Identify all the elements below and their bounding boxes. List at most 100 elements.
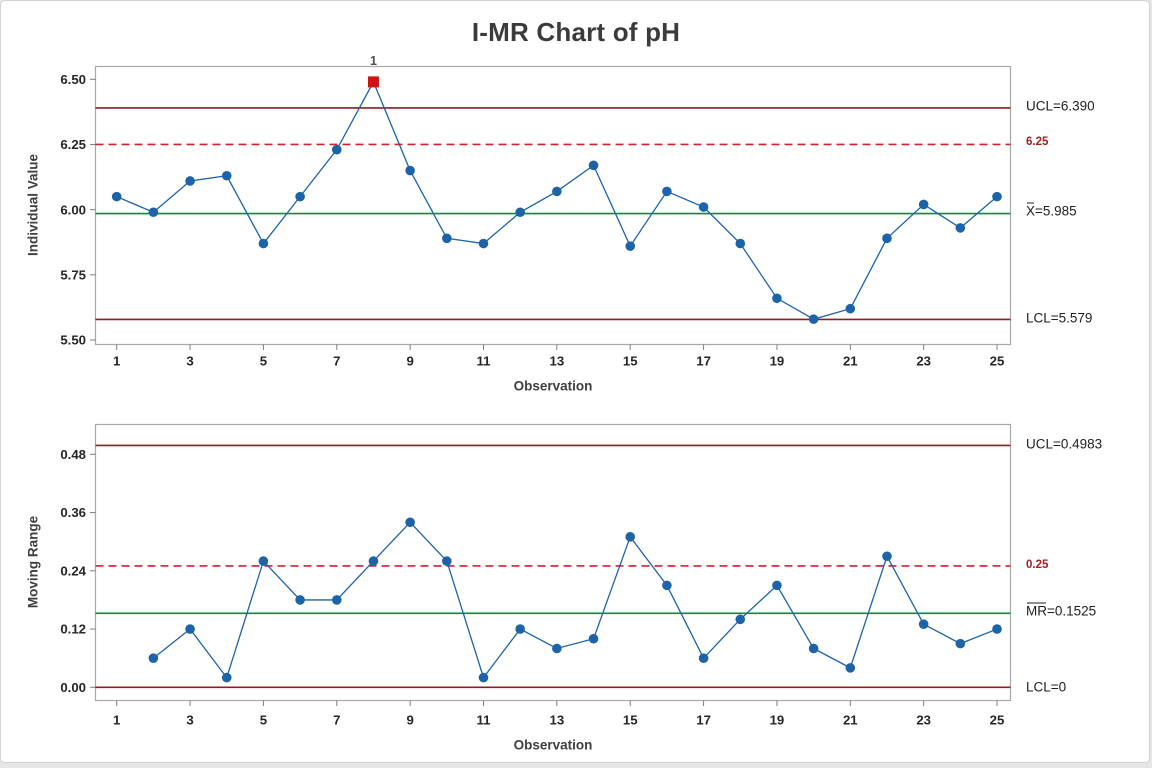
individuals-point-obs-9[interactable] (405, 165, 415, 176)
moving-range-point-obs-20[interactable] (808, 643, 819, 654)
moving-range-x-tick-label: 7 (333, 713, 340, 728)
individuals-point-obs-18[interactable] (735, 238, 746, 249)
individuals-y-tick-label: 6.25 (60, 137, 86, 152)
moving-range-point-obs-11[interactable] (478, 672, 489, 683)
moving-range-point-obs-18[interactable] (735, 614, 746, 625)
individuals-out-of-control-flag: 1 (370, 54, 377, 68)
individuals-point-obs-11[interactable] (478, 238, 489, 249)
moving-range-point-obs-25[interactable] (992, 624, 1002, 634)
ucl-label-moving-range: UCL=0.4983 (1026, 436, 1103, 452)
moving-range-point-obs-24[interactable] (955, 638, 966, 649)
individuals-point-obs-10[interactable] (442, 233, 452, 244)
moving-range-point-obs-17[interactable] (698, 653, 709, 663)
individuals-point-obs-19[interactable] (772, 293, 782, 304)
moving-range-y-tick-label: 0.36 (60, 505, 86, 520)
moving-range-y-tick-label: 0.12 (60, 622, 86, 637)
moving-range-point-obs-16[interactable] (662, 580, 672, 591)
moving-range-series-line (152, 521, 998, 679)
individuals-panel (94, 65, 1012, 346)
individuals-point-obs-24[interactable] (955, 223, 966, 233)
moving-range-point-obs-2[interactable] (148, 653, 159, 663)
moving-range-point-obs-21[interactable] (845, 663, 856, 673)
moving-range-y-tick-label: 0.24 (60, 563, 86, 578)
moving-range-panel (94, 423, 1012, 702)
moving-range-point-obs-19[interactable] (772, 580, 782, 591)
individuals-point-obs-17[interactable] (698, 202, 709, 212)
moving-range-x-tick-label: 1 (113, 713, 120, 728)
moving-range-point-obs-22[interactable] (882, 551, 892, 562)
individuals-x-tick-label: 23 (916, 354, 931, 369)
center-value-moving-range: =0.1525 (1047, 603, 1097, 619)
individuals-plot: 11 3 5 7 9 11 13 15 17 19 21 23 256.506.256.005.755.… (60, 54, 1012, 369)
moving-range-x-tick-label: 5 (260, 713, 267, 728)
individuals-x-tick-label: 13 (550, 354, 565, 369)
moving-range-point-obs-4[interactable] (221, 672, 232, 683)
lcl-label-moving-range: LCL=0 (1026, 679, 1067, 695)
individuals-point-obs-4[interactable] (221, 170, 232, 181)
individuals-x-tick-label: 11 (477, 354, 491, 369)
y-axis-title-moving-range: Moving Range (25, 515, 41, 609)
individuals-point-obs-13[interactable] (552, 186, 562, 197)
individuals-point-obs-15[interactable] (625, 241, 636, 251)
individuals-x-tick-label: 9 (406, 354, 413, 369)
individuals-point-obs-14[interactable] (588, 160, 599, 171)
reference-label-individuals: 6.25 (1026, 136, 1049, 148)
moving-range-point-obs-10[interactable] (442, 556, 452, 566)
individuals-y-tick-label: 6.50 (60, 72, 86, 87)
moving-range-y-tick-label: 0.48 (60, 447, 86, 462)
moving-range-point-obs-15[interactable] (625, 532, 636, 542)
moving-range-point-obs-7[interactable] (331, 595, 342, 605)
individuals-point-obs-12[interactable] (515, 207, 525, 218)
individuals-out-of-control-point-obs-8[interactable] (367, 76, 379, 88)
individuals-x-tick-label: 7 (333, 354, 340, 369)
ucl-label-individuals: UCL=6.390 (1026, 98, 1095, 114)
reference-label-moving-range: 0.25 (1026, 559, 1049, 571)
individuals-y-tick-label: 6.00 (60, 202, 86, 217)
moving-range-x-tick-label: 15 (623, 713, 638, 728)
moving-range-y-tick-label: 0.00 (60, 680, 86, 695)
moving-range-point-obs-13[interactable] (552, 643, 562, 654)
individuals-x-tick-label: 3 (186, 354, 193, 369)
center-value-individuals: =5.985 (1035, 203, 1077, 219)
moving-range-plot: 1 3 5 7 9 11 13 15 17 19 21 23 250.480.360.240.120.0… (60, 423, 1012, 728)
x-axis-title-moving-range: Observation (513, 737, 593, 753)
moving-range-x-tick-label: 13 (550, 713, 565, 728)
mrbar-symbol: MR (1026, 602, 1047, 619)
individuals-point-obs-22[interactable] (882, 233, 892, 244)
individuals-x-tick-label: 25 (990, 354, 1005, 369)
moving-range-point-obs-9[interactable] (405, 517, 415, 528)
moving-range-point-obs-5[interactable] (258, 556, 269, 566)
moving-range-x-tick-label: 3 (186, 713, 193, 728)
individuals-point-obs-3[interactable] (185, 176, 195, 186)
individuals-point-obs-25[interactable] (992, 191, 1002, 202)
y-axis-title-individuals: Individual Value (25, 153, 41, 257)
individuals-x-tick-label: 5 (260, 354, 267, 369)
moving-range-x-tick-label: 9 (406, 713, 413, 728)
individuals-point-obs-23[interactable] (918, 199, 929, 210)
moving-range-point-obs-6[interactable] (295, 595, 305, 605)
individuals-x-tick-label: 1 (113, 354, 120, 369)
individuals-y-tick-label: 5.50 (60, 333, 86, 348)
moving-range-point-obs-8[interactable] (368, 556, 379, 566)
individuals-point-obs-16[interactable] (662, 186, 672, 197)
moving-range-x-tick-label: 23 (916, 713, 931, 728)
individuals-point-obs-6[interactable] (295, 191, 305, 202)
individuals-x-tick-label: 17 (696, 354, 711, 369)
chart-title: I-MR Chart of pH (471, 17, 681, 47)
individuals-point-obs-5[interactable] (258, 238, 269, 249)
individuals-point-obs-21[interactable] (845, 303, 856, 314)
moving-range-point-obs-14[interactable] (588, 633, 599, 644)
moving-range-point-obs-23[interactable] (918, 619, 929, 629)
individuals-point-obs-7[interactable] (331, 144, 342, 155)
moving-range-x-tick-label: 17 (696, 713, 711, 728)
moving-range-x-tick-label: 25 (990, 713, 1005, 728)
individuals-x-tick-label: 19 (770, 354, 785, 369)
individuals-point-obs-20[interactable] (808, 314, 819, 324)
moving-range-x-tick-label: 11 (477, 713, 491, 728)
individuals-point-obs-2[interactable] (148, 207, 159, 218)
moving-range-point-obs-3[interactable] (185, 624, 195, 634)
moving-range-point-obs-12[interactable] (515, 624, 525, 634)
individuals-point-obs-1[interactable] (111, 191, 122, 202)
moving-range-x-tick-label: 19 (770, 713, 785, 728)
